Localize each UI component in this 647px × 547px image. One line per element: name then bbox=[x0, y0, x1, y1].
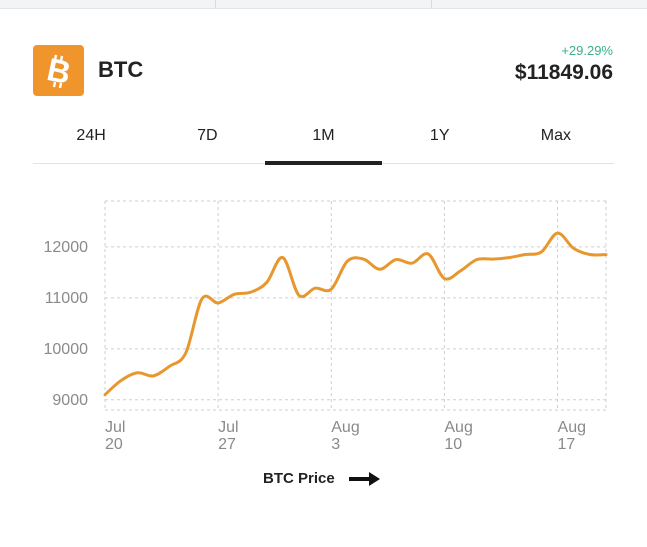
data-point bbox=[281, 256, 285, 260]
tab-max[interactable]: Max bbox=[540, 127, 572, 144]
data-point bbox=[248, 290, 252, 294]
timeframe-tabs: 24H 7D 1M 1Y Max bbox=[33, 115, 614, 165]
tab-24h[interactable]: 24H bbox=[76, 127, 106, 144]
arrow-right-icon bbox=[348, 471, 381, 487]
data-point bbox=[572, 246, 576, 250]
top-strip bbox=[0, 0, 647, 8]
y-tick-label: 10000 bbox=[44, 341, 89, 358]
x-tick-label: Aug bbox=[331, 419, 359, 436]
price-chart: 9000100001100012000Jul20Jul27Aug3Aug10Au… bbox=[44, 200, 608, 453]
data-point bbox=[184, 351, 188, 355]
data-point bbox=[459, 269, 463, 273]
svg-text:B: B bbox=[44, 54, 74, 88]
data-point bbox=[410, 261, 414, 265]
data-point bbox=[362, 257, 366, 261]
data-point bbox=[378, 267, 382, 271]
x-tick-label: Jul bbox=[105, 419, 125, 436]
data-point bbox=[151, 374, 155, 378]
data-point bbox=[507, 256, 511, 260]
x-tick-label: Aug bbox=[558, 419, 586, 436]
x-tick-label: 27 bbox=[218, 436, 236, 453]
bitcoin-glyph-icon: B bbox=[44, 54, 74, 88]
data-point bbox=[588, 253, 592, 257]
data-point bbox=[394, 258, 398, 262]
data-point bbox=[604, 253, 608, 257]
data-point bbox=[119, 378, 123, 382]
data-point bbox=[200, 297, 204, 301]
x-tick-label: 20 bbox=[105, 436, 123, 453]
chart-legend[interactable]: BTC Price bbox=[263, 470, 381, 487]
tab-1y[interactable]: 1Y bbox=[429, 127, 450, 144]
tab-7d[interactable]: 7D bbox=[197, 127, 218, 144]
data-point bbox=[216, 301, 220, 305]
y-tick-label: 11000 bbox=[45, 290, 88, 307]
price-change-badge: +29.29% bbox=[561, 43, 613, 58]
data-point bbox=[232, 292, 236, 296]
tab-1m[interactable]: 1M bbox=[265, 115, 382, 165]
bitcoin-logo-icon: B bbox=[33, 45, 84, 96]
y-tick-label: 9000 bbox=[52, 392, 88, 409]
coin-symbol: BTC bbox=[98, 57, 144, 82]
data-point bbox=[475, 258, 479, 262]
coin-card: B BTC +29.29% $11849.06 24H 7D 1M 1Y Max bbox=[0, 8, 647, 547]
data-point bbox=[426, 252, 430, 256]
data-point bbox=[265, 281, 269, 285]
data-point bbox=[329, 287, 333, 291]
legend-label: BTC Price bbox=[263, 470, 335, 487]
x-tick-label: Aug bbox=[444, 419, 472, 436]
top-strip-segment bbox=[216, 0, 432, 8]
data-point bbox=[556, 231, 560, 235]
current-price: $11849.06 bbox=[514, 61, 613, 84]
data-point bbox=[345, 259, 349, 263]
x-tick-label: Jul bbox=[218, 419, 238, 436]
price-series-line bbox=[103, 231, 608, 397]
y-tick-label: 12000 bbox=[44, 239, 89, 256]
data-point bbox=[491, 257, 495, 261]
data-point bbox=[313, 286, 317, 290]
data-point bbox=[523, 253, 527, 257]
data-point bbox=[539, 250, 543, 254]
data-point bbox=[135, 371, 139, 375]
x-tick-label: 10 bbox=[444, 436, 462, 453]
top-strip-segment bbox=[0, 0, 216, 8]
data-point bbox=[442, 276, 446, 280]
x-tick-label: 3 bbox=[331, 436, 340, 453]
data-point bbox=[168, 364, 172, 368]
data-point bbox=[103, 393, 107, 397]
data-point bbox=[297, 293, 301, 297]
x-tick-label: 17 bbox=[558, 436, 576, 453]
